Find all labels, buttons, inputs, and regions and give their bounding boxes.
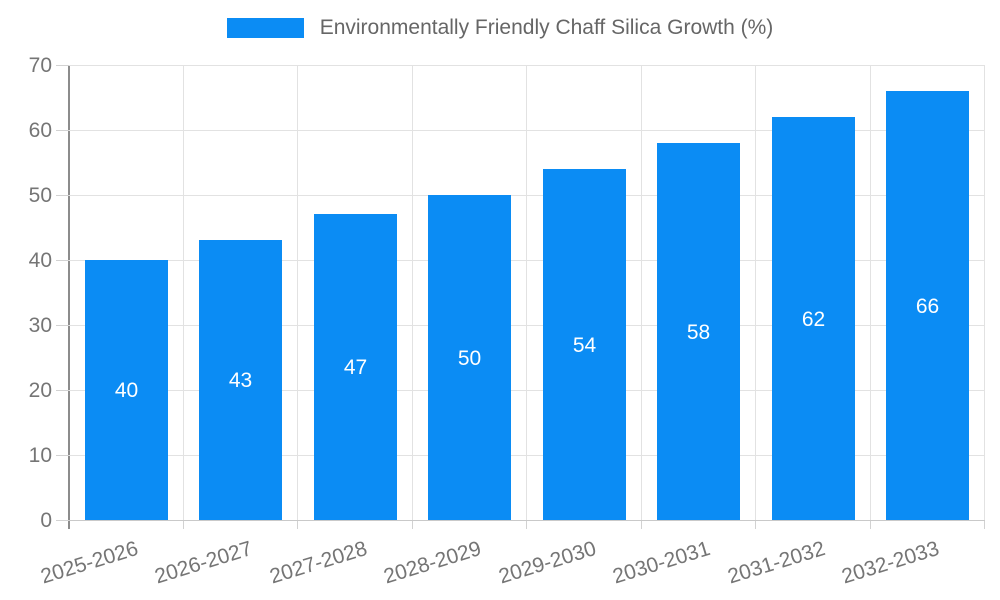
y-axis-tick-label: 60 xyxy=(28,119,52,142)
gridline-x xyxy=(297,65,298,520)
x-axis-tick-label: 2029-2030 xyxy=(495,537,599,589)
bar xyxy=(85,260,168,520)
gridline-y xyxy=(69,129,985,131)
gridline-y xyxy=(69,64,985,66)
bar xyxy=(428,195,511,520)
gridline-x xyxy=(412,65,413,520)
y-axis-tick-label: 30 xyxy=(28,314,52,337)
bar-value-label: 66 xyxy=(915,295,940,318)
gridline-x xyxy=(755,65,756,520)
x-axis-tick-label: 2025-2026 xyxy=(37,537,141,589)
bar xyxy=(314,214,397,520)
bar-value-label: 40 xyxy=(114,379,139,402)
bar-value-label: 43 xyxy=(228,369,253,392)
legend-label[interactable]: Environmentally Friendly Chaff Silica Gr… xyxy=(319,16,774,39)
bar-value-label: 50 xyxy=(457,347,482,370)
gridline-x xyxy=(984,65,985,520)
gridline-y xyxy=(69,454,985,456)
gridline-y xyxy=(69,389,985,391)
bar-value-label: 54 xyxy=(572,334,597,357)
bar-value-label: 58 xyxy=(686,321,711,344)
bar-value-label: 47 xyxy=(343,356,368,379)
x-axis-tick xyxy=(641,521,642,529)
x-axis-tick xyxy=(870,521,871,529)
y-axis-tick xyxy=(56,455,69,456)
y-axis-tick-label: 10 xyxy=(28,444,52,467)
plot-area: 40 43 47 50 54 58 62 66 xyxy=(69,64,985,520)
gridline-x xyxy=(641,65,642,520)
gridline-x xyxy=(526,65,527,520)
y-axis-tick-label: 40 xyxy=(28,249,52,272)
y-axis-tick xyxy=(56,325,69,326)
x-axis-tick xyxy=(297,521,298,529)
bar xyxy=(772,117,855,520)
y-axis-tick-label: 50 xyxy=(28,184,52,207)
gridline-x xyxy=(183,65,184,520)
bar xyxy=(543,169,626,520)
x-axis-tick-label: 2032-2033 xyxy=(839,537,943,589)
y-axis-tick-label: 70 xyxy=(28,54,52,77)
bar xyxy=(886,91,969,520)
y-axis-tick xyxy=(56,520,69,521)
bar-value-label: 62 xyxy=(801,308,826,331)
y-axis-tick-label: 20 xyxy=(28,379,52,402)
x-axis-tick-label: 2027-2028 xyxy=(266,537,370,589)
y-axis-tick xyxy=(56,195,69,196)
y-axis-tick xyxy=(56,260,69,261)
gridline-y xyxy=(69,259,985,261)
x-axis-tick-label: 2030-2031 xyxy=(610,537,714,589)
x-axis-tick xyxy=(183,521,184,529)
x-axis-tick xyxy=(412,521,413,529)
y-axis-tick xyxy=(56,390,69,391)
y-axis-tick xyxy=(56,65,69,66)
x-axis-tick-label: 2026-2027 xyxy=(152,537,256,589)
y-axis-line xyxy=(68,65,70,529)
x-axis-tick xyxy=(526,521,527,529)
y-axis-tick-label: 0 xyxy=(40,509,52,532)
gridline-y xyxy=(69,324,985,326)
x-axis-tick-label: 2028-2029 xyxy=(381,537,485,589)
bar xyxy=(657,143,740,520)
gridline-x xyxy=(870,65,871,520)
y-axis-tick xyxy=(56,130,69,131)
x-axis-tick-label: 2031-2032 xyxy=(724,537,828,589)
legend[interactable]: Environmentally Friendly Chaff Silica Gr… xyxy=(0,16,1000,40)
x-axis-tick xyxy=(984,521,985,529)
bar xyxy=(199,240,282,520)
x-axis-tick xyxy=(755,521,756,529)
x-axis-line xyxy=(69,520,985,521)
legend-swatch[interactable] xyxy=(226,18,304,38)
gridline-y xyxy=(69,194,985,196)
